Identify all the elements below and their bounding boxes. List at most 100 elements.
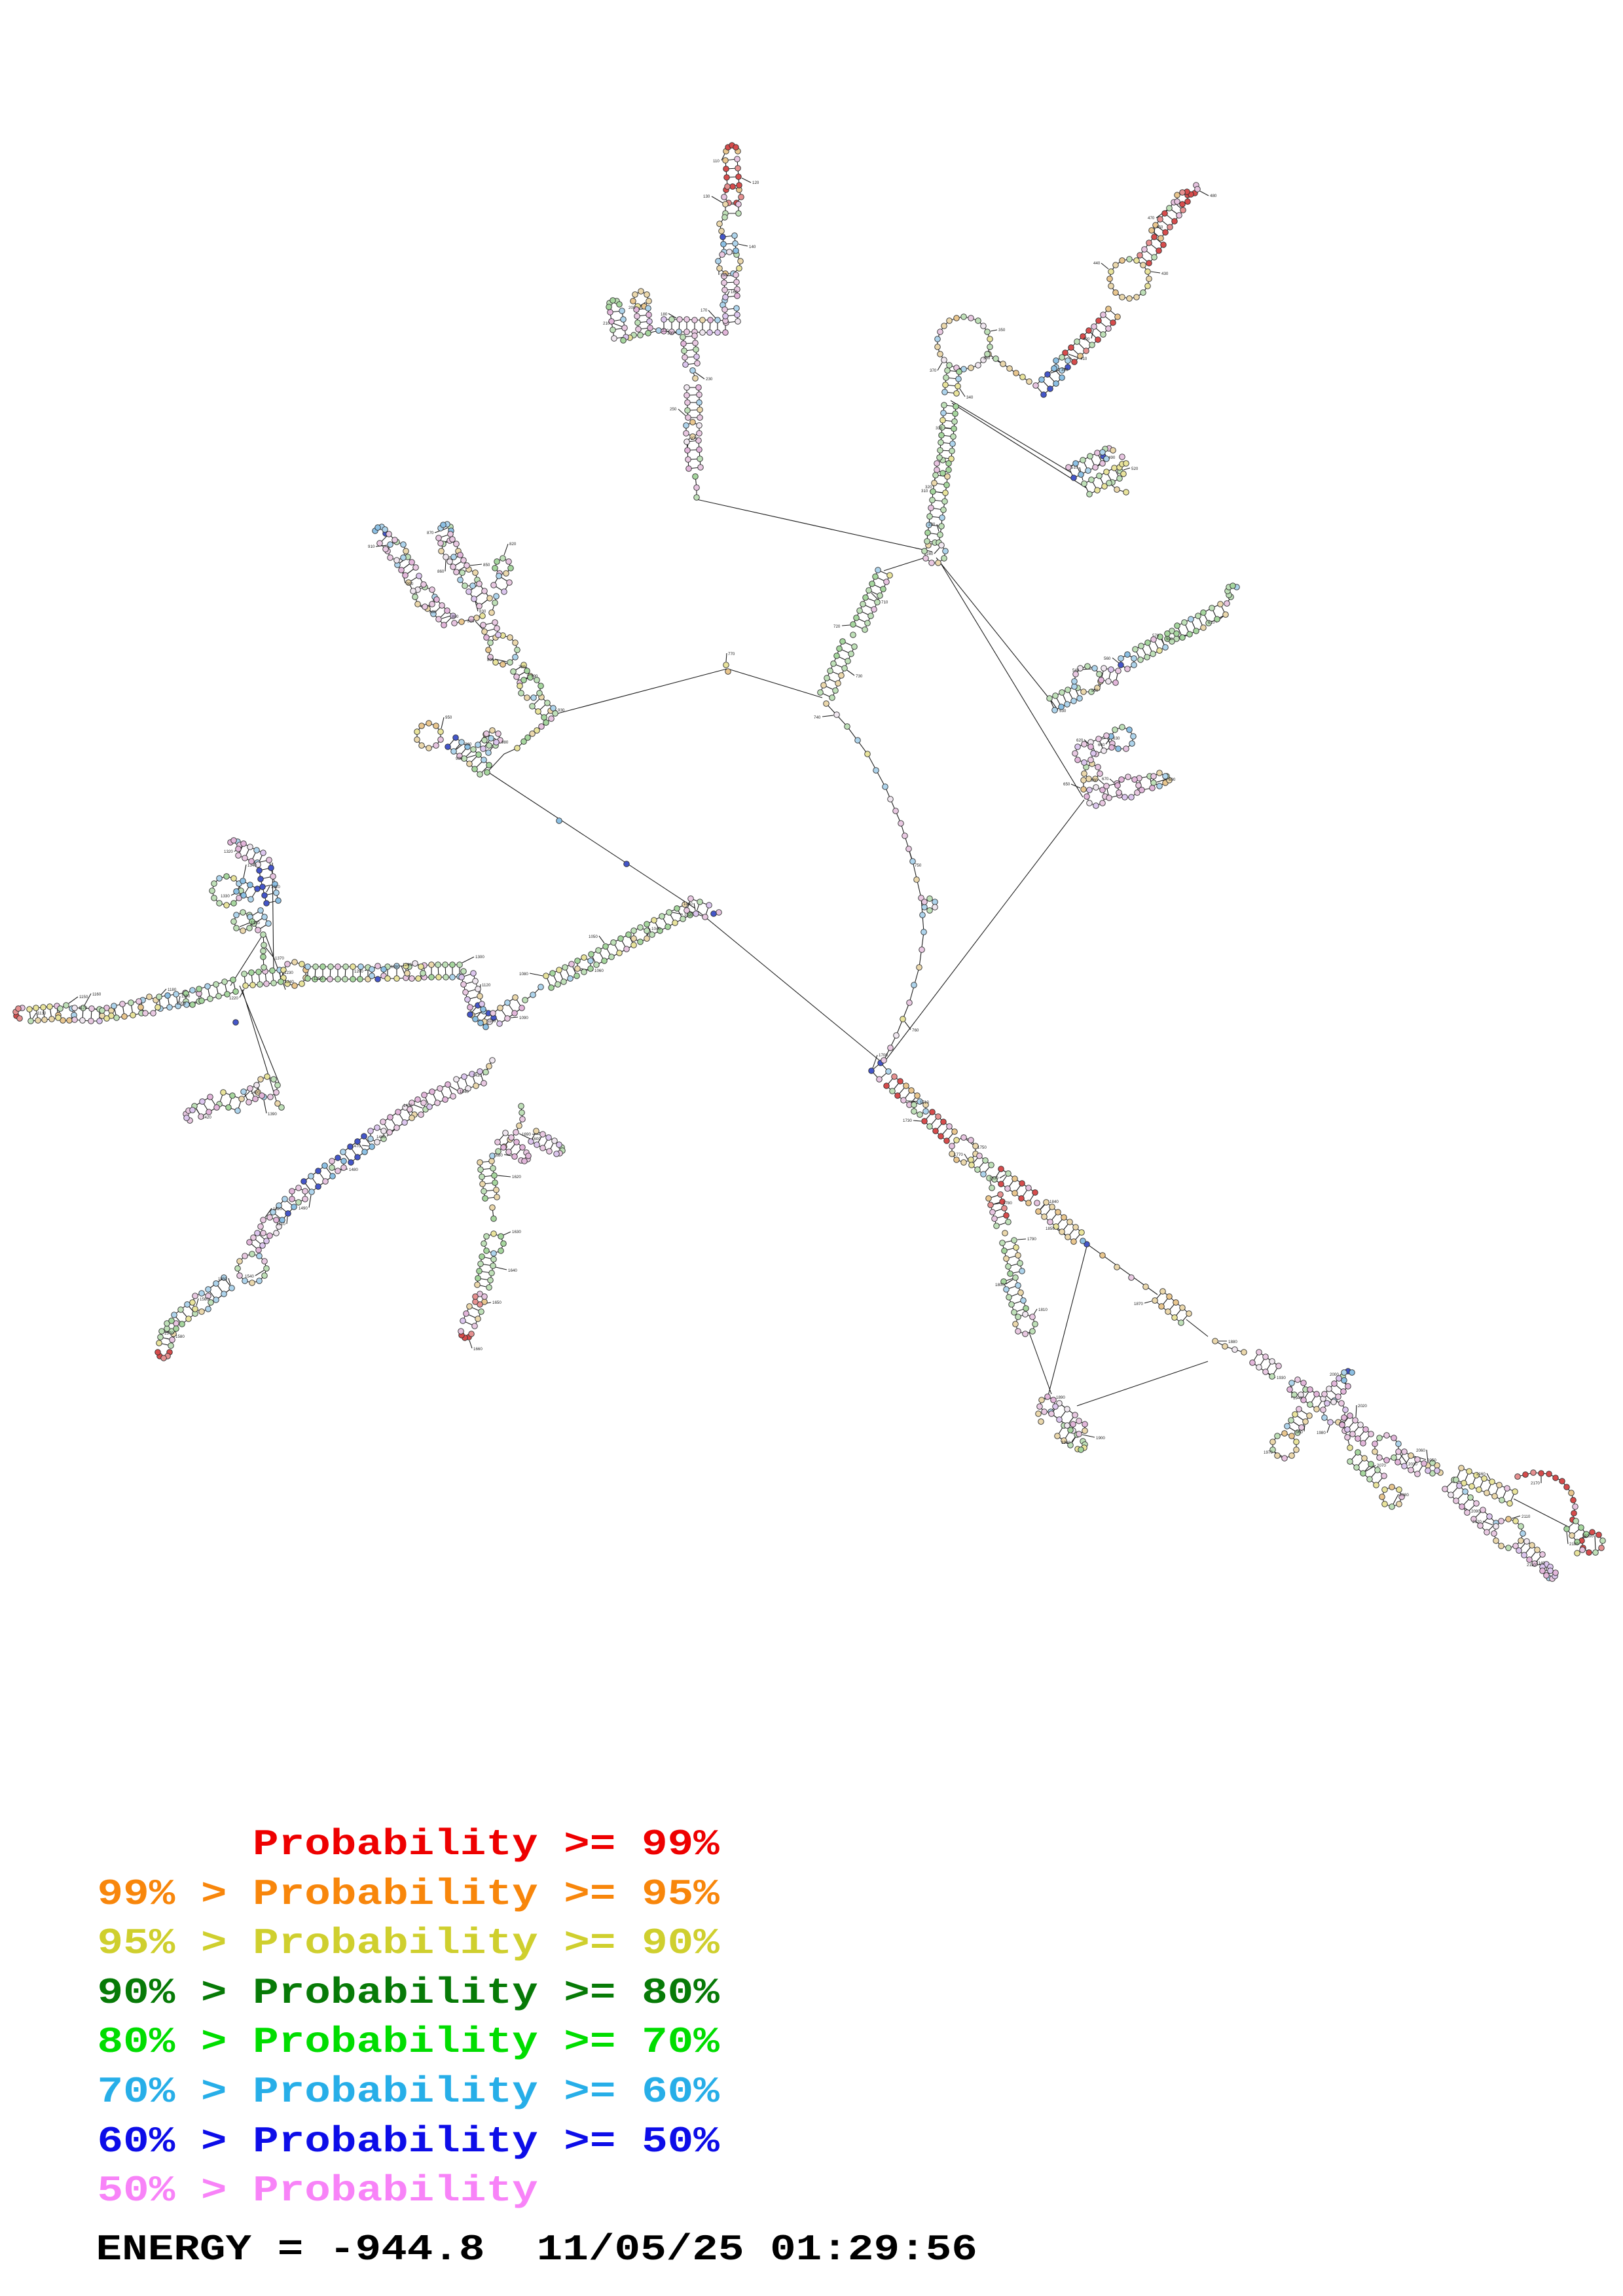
- svg-text:570: 570: [1152, 634, 1159, 638]
- svg-text:1080: 1080: [519, 972, 528, 977]
- svg-text:1660: 1660: [473, 1347, 483, 1352]
- svg-text:1000: 1000: [684, 902, 693, 906]
- svg-text:1930: 1930: [1277, 1376, 1286, 1380]
- svg-text:320: 320: [925, 485, 932, 490]
- svg-text:1620: 1620: [512, 1175, 521, 1179]
- svg-text:1230: 1230: [284, 971, 293, 975]
- svg-text:730: 730: [856, 674, 863, 679]
- svg-text:990: 990: [456, 757, 463, 761]
- svg-text:2090: 2090: [1471, 1509, 1480, 1514]
- svg-text:1780: 1780: [1003, 1201, 1012, 1206]
- svg-text:1370: 1370: [275, 956, 284, 961]
- svg-text:450: 450: [1156, 225, 1163, 230]
- svg-text:800: 800: [487, 658, 494, 662]
- svg-text:410: 410: [1080, 357, 1087, 361]
- svg-text:960: 960: [465, 742, 472, 747]
- svg-text:1850: 1850: [1046, 1227, 1055, 1231]
- svg-text:1570: 1570: [164, 1331, 173, 1336]
- svg-text:1550: 1550: [218, 1277, 227, 1282]
- svg-text:230: 230: [706, 377, 713, 382]
- svg-text:1350: 1350: [251, 921, 260, 925]
- svg-text:1460: 1460: [376, 1135, 386, 1139]
- svg-text:2200: 2200: [1584, 1534, 1594, 1539]
- svg-text:50% > Probability: 50% > Probability: [98, 2171, 538, 2212]
- svg-text:660: 660: [1091, 778, 1098, 783]
- svg-text:95% > Probability >= 90%: 95% > Probability >= 90%: [98, 1924, 720, 1965]
- svg-text:490: 490: [1108, 456, 1116, 460]
- svg-text:1150: 1150: [79, 995, 88, 999]
- svg-text:860: 860: [437, 569, 445, 574]
- svg-text:220: 220: [662, 329, 669, 333]
- svg-text:60% > Probability >= 50%: 60% > Probability >= 50%: [98, 2122, 720, 2163]
- svg-text:1100: 1100: [487, 1019, 496, 1024]
- svg-text:160: 160: [731, 290, 738, 295]
- svg-text:200: 200: [629, 306, 636, 310]
- svg-text:1200: 1200: [177, 1001, 186, 1006]
- svg-text:140: 140: [749, 245, 756, 249]
- svg-text:1940: 1940: [1293, 1396, 1302, 1401]
- svg-text:290: 290: [928, 522, 936, 527]
- svg-text:2180: 2180: [1569, 1542, 1578, 1547]
- svg-text:1630: 1630: [512, 1230, 521, 1234]
- svg-text:99% > Probability >= 95%: 99% > Probability >= 95%: [98, 1874, 720, 1916]
- svg-text:550: 550: [1091, 689, 1099, 693]
- svg-text:1090: 1090: [519, 1016, 528, 1020]
- svg-text:170: 170: [701, 308, 708, 313]
- svg-text:Probability >= 99%: Probability >= 99%: [253, 1825, 720, 1866]
- svg-text:1790: 1790: [1027, 1237, 1036, 1242]
- svg-text:1540: 1540: [245, 1274, 254, 1279]
- svg-text:1280: 1280: [391, 965, 400, 969]
- svg-text:750: 750: [915, 863, 922, 868]
- svg-text:1130: 1130: [37, 1011, 46, 1016]
- svg-text:1320: 1320: [224, 850, 233, 854]
- svg-text:740: 740: [814, 715, 821, 720]
- svg-text:2030: 2030: [1408, 1462, 1417, 1467]
- svg-text:620: 620: [1076, 738, 1084, 743]
- svg-text:2160: 2160: [1476, 1472, 1486, 1477]
- svg-text:1700: 1700: [879, 1053, 888, 1058]
- svg-text:520: 520: [1131, 467, 1139, 471]
- svg-text:340: 340: [966, 395, 974, 400]
- svg-text:1400: 1400: [251, 1090, 260, 1095]
- svg-text:1510: 1510: [276, 1222, 285, 1227]
- svg-text:1170: 1170: [79, 1006, 88, 1011]
- svg-text:1890: 1890: [1056, 1395, 1065, 1400]
- svg-text:2120: 2120: [1472, 1520, 1482, 1524]
- svg-text:540: 540: [1072, 668, 1080, 673]
- svg-text:820: 820: [509, 542, 517, 547]
- svg-text:720: 720: [833, 624, 841, 629]
- svg-text:610: 610: [1208, 620, 1215, 625]
- svg-text:510: 510: [1071, 465, 1078, 470]
- svg-text:150: 150: [720, 273, 727, 278]
- svg-text:530: 530: [1059, 709, 1067, 713]
- svg-text:1490: 1490: [299, 1206, 308, 1211]
- svg-text:1300: 1300: [475, 955, 484, 960]
- svg-text:1870: 1870: [1134, 1302, 1143, 1306]
- svg-text:1750: 1750: [977, 1145, 987, 1150]
- svg-text:1830: 1830: [989, 1176, 998, 1181]
- svg-text:1680: 1680: [494, 1153, 503, 1158]
- svg-text:270: 270: [691, 437, 698, 441]
- svg-text:2110: 2110: [1522, 1515, 1531, 1519]
- svg-text:2070: 2070: [1377, 1463, 1386, 1468]
- svg-text:1120: 1120: [482, 983, 491, 988]
- svg-text:1690: 1690: [522, 1132, 531, 1137]
- svg-text:80% > Probability >= 70%: 80% > Probability >= 70%: [98, 2022, 720, 2064]
- svg-text:1730: 1730: [903, 1119, 912, 1123]
- svg-text:1430: 1430: [473, 1073, 482, 1078]
- svg-text:210: 210: [603, 321, 610, 326]
- svg-text:190: 190: [667, 331, 674, 336]
- svg-text:1810: 1810: [1038, 1308, 1048, 1312]
- svg-text:280: 280: [926, 552, 934, 556]
- svg-text:1880: 1880: [1228, 1340, 1237, 1344]
- svg-text:440: 440: [1093, 261, 1101, 266]
- svg-text:1800: 1800: [995, 1283, 1004, 1287]
- svg-text:930: 930: [558, 708, 565, 713]
- svg-text:630: 630: [1113, 736, 1120, 741]
- svg-text:370: 370: [930, 368, 937, 373]
- svg-text:790: 790: [531, 674, 538, 679]
- svg-text:1180: 1180: [168, 988, 177, 992]
- svg-text:1600: 1600: [532, 1137, 541, 1141]
- svg-text:690: 690: [1169, 778, 1176, 782]
- svg-text:1640: 1640: [508, 1268, 517, 1273]
